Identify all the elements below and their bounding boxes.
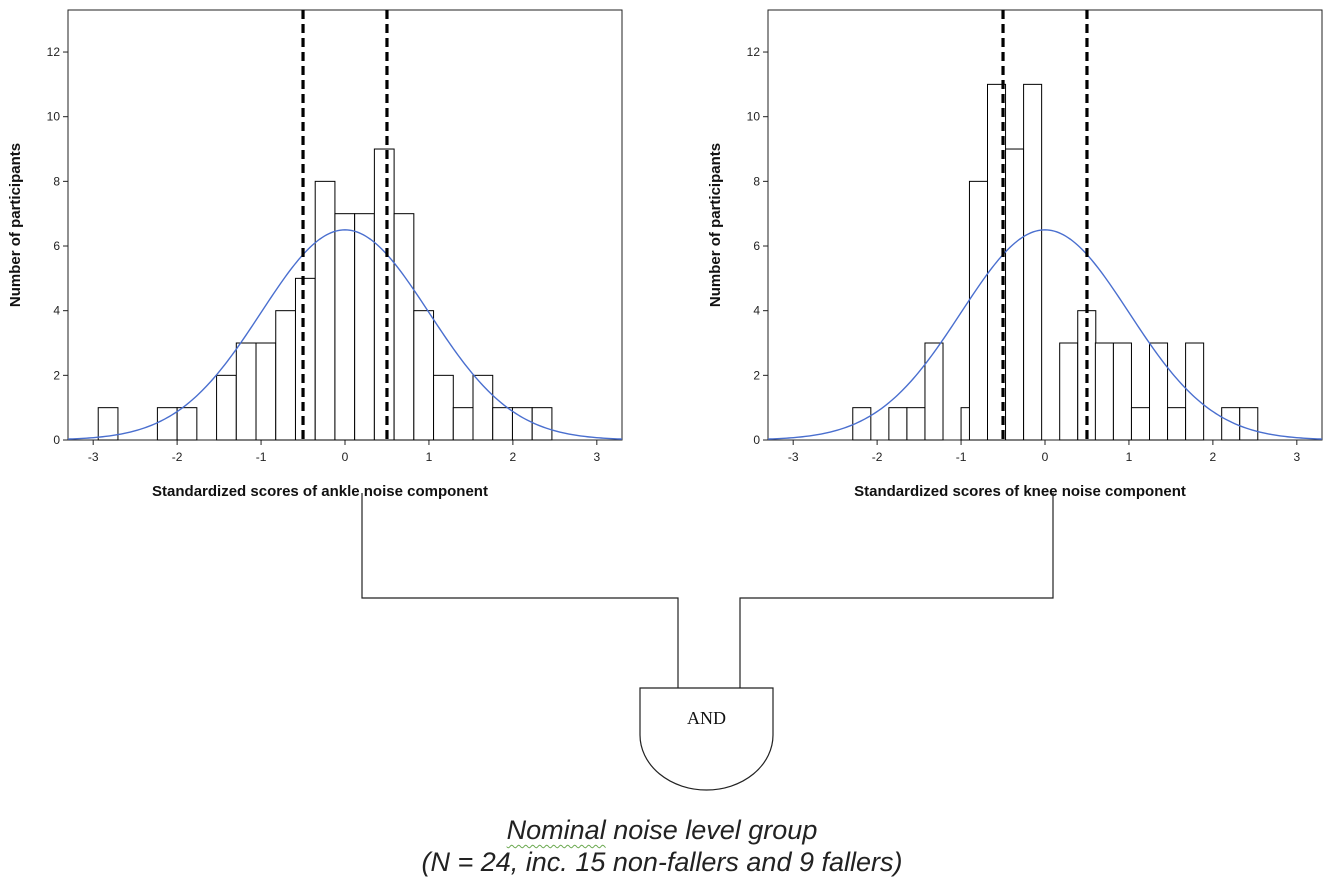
x-tick-label: 0 [1042, 450, 1049, 464]
histogram-bar [294, 277, 316, 441]
x-axis-label: Standardized scores of ankle noise compo… [152, 483, 488, 500]
histogram-bar [1023, 83, 1043, 441]
y-tick-label: 4 [753, 304, 760, 318]
x-tick-label: 0 [342, 450, 349, 464]
caption-line-1-rest: noise level group [605, 815, 818, 845]
connector-left [361, 493, 679, 688]
histogram-bar [1094, 342, 1114, 441]
normal-curve [767, 229, 1323, 440]
y-tick-label: 2 [53, 368, 60, 382]
histogram-bar [906, 407, 926, 441]
y-tick-label: 8 [753, 174, 760, 188]
histogram-bar [1221, 407, 1241, 441]
histogram-bar [235, 342, 257, 441]
histogram-bar [156, 407, 178, 441]
y-tick-label: 12 [747, 45, 761, 59]
y-tick-label: 10 [747, 110, 761, 124]
histogram-bar [492, 407, 513, 441]
connector-lines [361, 493, 1054, 688]
histogram-bar [1130, 407, 1151, 441]
histogram-bar [531, 407, 553, 441]
histogram-bar [97, 407, 119, 441]
normal-curve [67, 229, 623, 440]
histogram-bar [888, 407, 908, 441]
caption-word-nominal: Nominal [506, 815, 606, 845]
histogram-bar [1059, 342, 1079, 441]
y-tick-label: 4 [53, 304, 60, 318]
histogram-bar [433, 374, 454, 441]
histogram-bar [1239, 407, 1259, 441]
y-axis-label: Number of participants [707, 143, 724, 307]
y-tick-label: 6 [753, 239, 760, 253]
histogram-bar [1167, 407, 1187, 441]
y-tick-label: 0 [53, 433, 60, 447]
x-tick-label: 2 [1210, 450, 1217, 464]
y-tick-label: 0 [753, 433, 760, 447]
x-tick-label: -2 [172, 450, 183, 464]
x-tick-label: 2 [510, 450, 517, 464]
x-tick-label: 3 [1293, 450, 1300, 464]
x-tick-label: -1 [256, 450, 267, 464]
histogram-bar [354, 213, 375, 441]
x-tick-label: -3 [88, 450, 99, 464]
histogram-bar [255, 342, 277, 441]
histogram-bar [924, 342, 944, 441]
histogram-bar [1112, 342, 1132, 441]
y-tick-label: 2 [753, 368, 760, 382]
y-tick-label: 8 [53, 174, 60, 188]
histogram-bar [373, 148, 395, 441]
and-gate-shape [639, 687, 774, 791]
x-tick-label: -1 [956, 450, 967, 464]
x-tick-label: -3 [788, 450, 799, 464]
histogram-bar [176, 407, 198, 441]
y-tick-label: 6 [53, 239, 60, 253]
x-tick-label: 1 [426, 450, 433, 464]
histogram-bar [452, 407, 474, 441]
histogram-bar [275, 310, 296, 441]
histogram-bar [1149, 342, 1169, 441]
histogram-bar [1185, 342, 1205, 441]
histogram-bar [968, 180, 989, 441]
group-caption-line-2: (N = 24, inc. 15 non-fallers and 9 falle… [421, 847, 903, 877]
x-tick-label: -2 [872, 450, 883, 464]
y-tick-label: 10 [47, 110, 61, 124]
histogram-bar [1005, 148, 1025, 441]
group-caption-line-1: Nominal noise level group [0, 814, 1324, 846]
y-tick-label: 12 [47, 45, 61, 59]
histogram-bar [216, 374, 237, 441]
histogram-bar [334, 213, 356, 441]
histogram-bar [393, 213, 415, 441]
x-axis-label: Standardized scores of knee noise compon… [854, 483, 1186, 500]
and-gate: AND [639, 687, 774, 791]
x-tick-label: 1 [1126, 450, 1133, 464]
y-axis-label: Number of participants [7, 143, 24, 307]
connector-right [739, 493, 1054, 688]
x-tick-label: 3 [593, 450, 600, 464]
and-gate-label: AND [687, 708, 726, 728]
plot-frame [767, 9, 1323, 441]
histogram-bar [314, 180, 336, 441]
histogram-bar [852, 407, 872, 441]
histogram-bar [413, 310, 435, 441]
